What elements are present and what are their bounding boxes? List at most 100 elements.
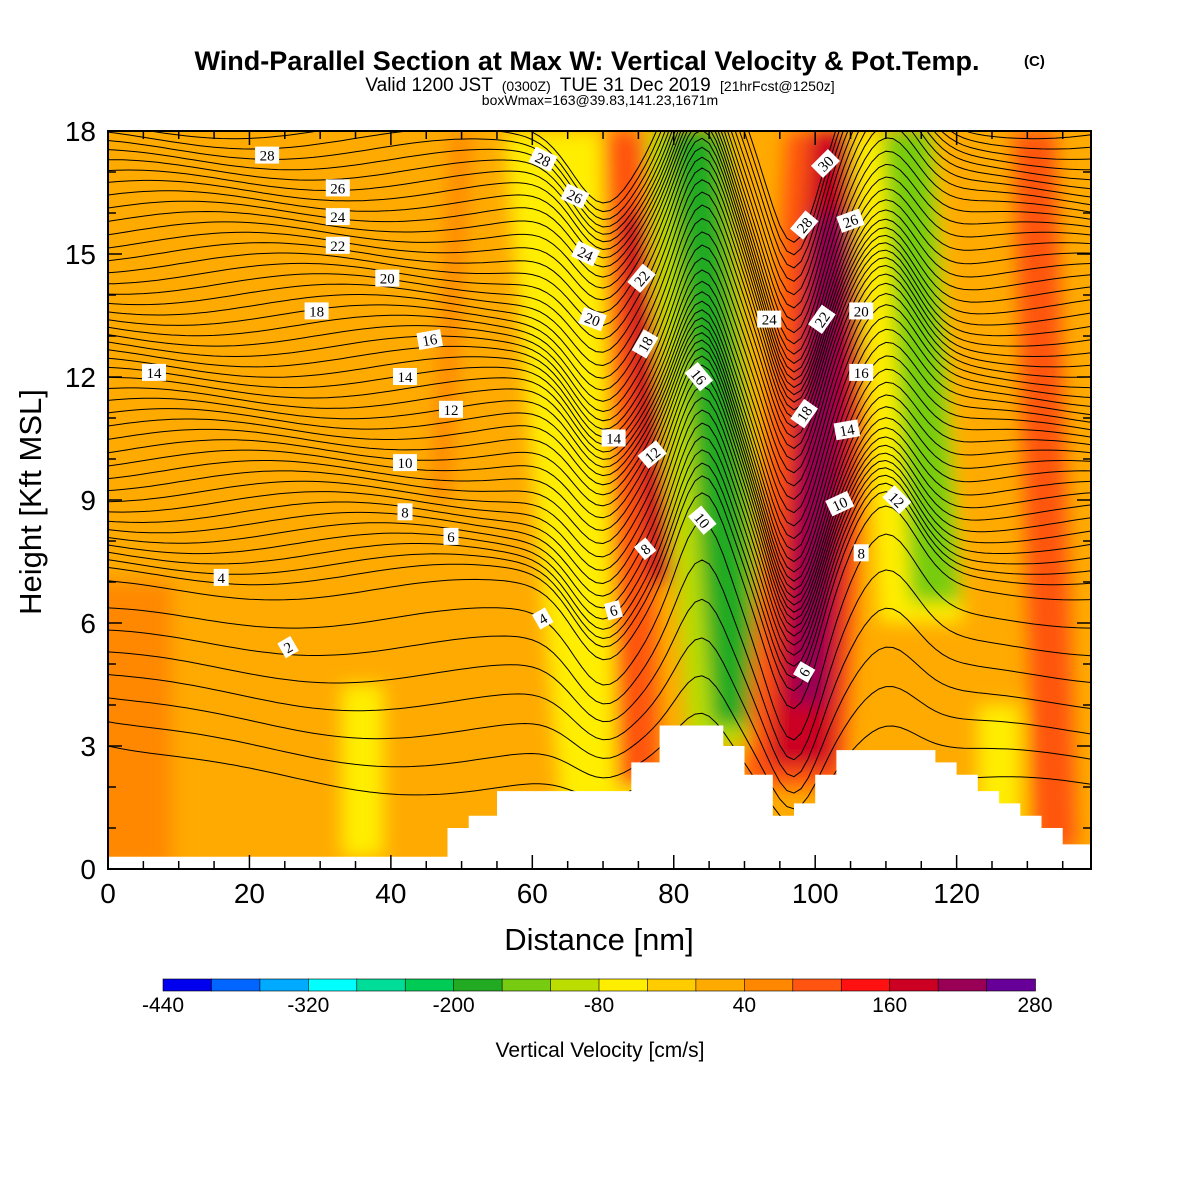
contour-label: 4 — [213, 568, 229, 587]
y-axis: 0 3 6 9 12 15 18 — [65, 116, 1091, 885]
contour-label: 12 — [439, 400, 463, 419]
y-tick-label: 9 — [80, 485, 96, 516]
contour-label-text: 10 — [398, 456, 413, 472]
colorbar-label: Vertical Velocity [cm/s] — [496, 1039, 705, 1062]
chart-title: Wind-Parallel Section at Max W: Vertical… — [195, 46, 980, 76]
theta-contour — [108, 131, 1091, 334]
theta-contour — [108, 137, 1091, 381]
chart-subtitle: Valid 1200 JST (0300Z) TUE 31 Dec 2019 [… — [365, 75, 834, 96]
contour-label: 24 — [571, 240, 601, 267]
contour-label-text: 20 — [854, 304, 869, 320]
theta-contour — [108, 131, 1091, 365]
theta-contour — [108, 521, 1091, 741]
colorbar: -440 -320 -200 -80 40 160 280 — [142, 978, 1053, 1017]
theta-contour — [108, 131, 1091, 322]
colorbar-swatch — [404, 978, 455, 992]
colorbar-swatch — [840, 978, 891, 992]
vv-band-12 — [882, 131, 961, 603]
x-axis-label: Distance [nm] — [504, 922, 694, 957]
contour-label: 28 — [528, 146, 558, 173]
contour-label: 18 — [790, 398, 819, 429]
colorbar-tick-label: 280 — [1017, 994, 1052, 1017]
contour-label-text: 26 — [841, 212, 861, 232]
contour-label: 28 — [789, 210, 819, 240]
contour-label: 28 — [255, 146, 280, 165]
contour-label: 8 — [853, 544, 869, 562]
contour-label: 6 — [793, 661, 816, 683]
contour-label: 26 — [325, 179, 350, 197]
colorbar-swatch — [453, 978, 503, 992]
y-tick-label: 15 — [65, 239, 96, 270]
contour-label: 12 — [882, 485, 912, 515]
contour-label: 2 — [277, 636, 299, 659]
theta-contour — [108, 244, 1091, 461]
y-axis-label: Height [Kft MSL] — [13, 389, 48, 615]
contour-label-text: 12 — [444, 403, 459, 419]
contour-label: 14 — [142, 363, 166, 382]
colorbar-tick-label: -440 — [142, 994, 184, 1017]
contour-label-text: 8 — [857, 546, 865, 562]
x-tick-label: 120 — [933, 878, 980, 909]
theta-contour — [108, 385, 1091, 621]
colorbar-tick-label: -80 — [584, 994, 614, 1017]
theta-contour — [108, 217, 1091, 439]
colorbar-tick-label: 40 — [733, 994, 756, 1017]
theta-contour — [108, 475, 1091, 692]
contour-label: 6 — [604, 600, 623, 621]
y-tick-label: 6 — [80, 608, 96, 639]
vv-band-7 — [670, 131, 763, 726]
x-tick-label: 0 — [100, 878, 116, 909]
theta-contour — [108, 179, 1091, 411]
y-tick-label: 0 — [80, 854, 96, 885]
theta-contour — [108, 317, 1091, 552]
colorbar-swatch — [259, 978, 310, 992]
contour-label: 16 — [849, 363, 874, 382]
theta-contour — [108, 280, 1091, 500]
theta-contour — [108, 355, 1091, 599]
contour-label-text: 16 — [421, 332, 439, 350]
contour-label-text: 4 — [217, 571, 225, 587]
colorbar-swatch — [211, 978, 261, 992]
theta-contour — [108, 712, 1091, 825]
contour-label-text: 28 — [260, 149, 275, 165]
contour-label: 6 — [443, 527, 459, 546]
contour-label: 26 — [836, 208, 865, 233]
contour-label: 30 — [810, 148, 840, 178]
colorbar-swatch — [501, 978, 552, 992]
theta-contour — [108, 422, 1091, 646]
theta-contour — [108, 257, 1091, 474]
colorbar-swatch — [647, 978, 697, 992]
valid-time: Valid 1200 JST — [365, 75, 493, 96]
contour-label-text: 6 — [608, 603, 620, 621]
x-tick-label: 80 — [658, 878, 689, 909]
contour-label: 16 — [416, 329, 444, 350]
contour-label-text: 14 — [147, 366, 163, 382]
theta-contour — [108, 449, 1091, 667]
contour-label: 20 — [849, 302, 874, 320]
colorbar-swatch — [889, 978, 939, 992]
contour-label-text: 16 — [854, 366, 870, 382]
colorbar-swatch — [550, 978, 600, 992]
terrain-mask — [108, 725, 1091, 869]
colorbar-swatch — [308, 978, 358, 992]
x-tick-label: 40 — [375, 878, 406, 909]
theta-contour — [108, 131, 1091, 373]
colorbar-swatch — [744, 978, 794, 992]
theta-contour — [108, 559, 1091, 761]
vv-band-13 — [1013, 131, 1077, 849]
theta-contour — [108, 324, 1091, 563]
theta-contour — [108, 291, 1091, 514]
theta-contour — [108, 131, 1091, 309]
x-axis: 0 20 40 60 80 100 120 — [100, 131, 1064, 909]
vv-band-1 — [341, 684, 384, 857]
contour-label: 14 — [393, 368, 417, 386]
theta-contour — [108, 339, 1091, 582]
contour-label: 18 — [304, 302, 329, 320]
x-tick-label: 100 — [792, 878, 839, 909]
colorbar-swatch — [792, 978, 843, 992]
contour-label: 22 — [627, 263, 656, 293]
theta-contour — [108, 332, 1091, 573]
theta-contour — [108, 374, 1091, 613]
colorbar-swatch — [162, 978, 213, 992]
